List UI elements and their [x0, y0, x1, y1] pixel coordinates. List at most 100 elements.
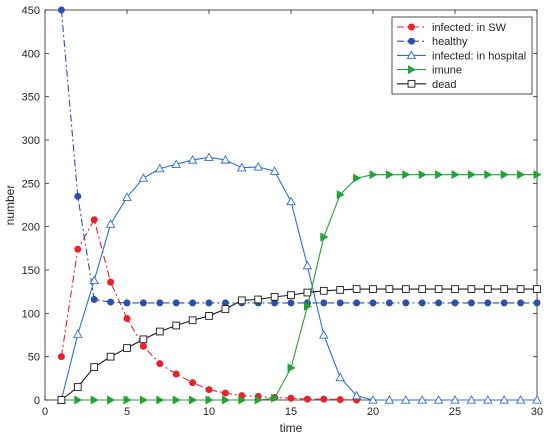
series-0	[57, 216, 361, 404]
data-point	[106, 352, 115, 361]
y-tick-label: 400	[22, 48, 40, 60]
legend-marker	[406, 50, 417, 60]
data-point	[89, 275, 99, 285]
data-point	[320, 232, 329, 242]
data-point	[418, 285, 427, 293]
legend-marker	[407, 65, 417, 75]
data-point	[302, 260, 313, 270]
data-point	[205, 395, 214, 405]
data-point	[368, 395, 378, 404]
data-point	[156, 299, 164, 307]
data-point	[172, 370, 180, 378]
data-point	[269, 166, 280, 175]
series-line	[61, 174, 537, 401]
data-point	[57, 396, 66, 404]
legend-entry: infected: in hospital	[397, 50, 526, 62]
data-point	[155, 327, 164, 336]
data-point	[107, 278, 115, 286]
series-line	[60, 156, 537, 401]
data-point	[123, 344, 131, 352]
data-point	[515, 395, 526, 404]
legend-label: imune	[432, 65, 462, 77]
data-point	[384, 395, 395, 404]
data-point	[221, 395, 231, 405]
data-point	[533, 285, 541, 293]
legend-marker	[407, 79, 416, 88]
legend: infected: in SW healthy infected: in hospi…	[391, 16, 533, 95]
data-point	[270, 293, 279, 301]
data-point	[385, 170, 395, 180]
data-point	[499, 395, 509, 404]
data-point	[435, 170, 444, 180]
data-point	[402, 299, 410, 307]
y-tick-label: 450	[22, 5, 40, 17]
data-point	[286, 196, 296, 206]
data-point	[187, 155, 198, 164]
data-point	[189, 379, 197, 387]
x-tick-label: 0	[42, 406, 48, 418]
data-point	[434, 285, 443, 293]
data-point	[107, 298, 115, 306]
data-point	[335, 372, 345, 382]
data-point	[189, 299, 197, 307]
data-point	[533, 299, 541, 307]
data-point	[122, 192, 132, 201]
data-point	[484, 299, 492, 307]
y-tick-label: 350	[22, 92, 40, 104]
legend-entry: healthy	[397, 36, 468, 48]
data-point	[254, 395, 263, 405]
data-point	[401, 395, 411, 404]
data-point	[303, 301, 313, 311]
legend-label: infected: in SW	[432, 22, 507, 34]
data-point	[467, 299, 475, 307]
data-point	[237, 162, 247, 172]
data-point	[435, 299, 443, 307]
data-point	[57, 6, 65, 14]
data-point	[517, 299, 525, 307]
data-point	[500, 299, 508, 307]
data-point	[90, 216, 98, 224]
series-layer	[56, 6, 542, 405]
data-point	[90, 295, 98, 303]
data-point	[107, 395, 116, 405]
data-point	[451, 170, 460, 180]
data-point	[123, 315, 131, 323]
data-point	[319, 330, 329, 339]
data-point	[57, 353, 65, 361]
data-point	[417, 395, 427, 404]
data-point	[220, 155, 231, 164]
data-point	[533, 170, 542, 180]
data-point	[74, 245, 82, 253]
data-point	[238, 395, 247, 405]
data-point	[500, 170, 509, 180]
x-tick-label: 20	[367, 406, 379, 418]
data-point	[172, 395, 181, 405]
data-point	[303, 288, 312, 297]
data-point	[254, 295, 263, 304]
y-tick-label: 50	[28, 352, 40, 364]
data-point	[484, 170, 493, 180]
data-point	[90, 363, 99, 371]
data-point	[500, 285, 509, 293]
legend-marker	[407, 37, 415, 45]
data-point	[73, 329, 83, 338]
data-point	[336, 190, 345, 200]
x-tick-label: 5	[124, 406, 130, 418]
data-point	[287, 291, 295, 299]
legend-marker	[407, 23, 415, 31]
y-tick-label: 100	[22, 308, 40, 320]
data-point	[451, 285, 459, 293]
data-point	[271, 393, 280, 403]
data-point	[287, 394, 295, 402]
data-point	[156, 360, 164, 368]
data-point	[369, 285, 377, 293]
series-1	[57, 6, 541, 307]
data-point	[517, 170, 526, 180]
data-point	[205, 312, 213, 320]
series-2	[56, 152, 542, 404]
data-point	[336, 299, 344, 307]
data-point	[353, 173, 362, 183]
x-tick-label: 15	[285, 406, 297, 418]
data-point	[139, 395, 149, 405]
